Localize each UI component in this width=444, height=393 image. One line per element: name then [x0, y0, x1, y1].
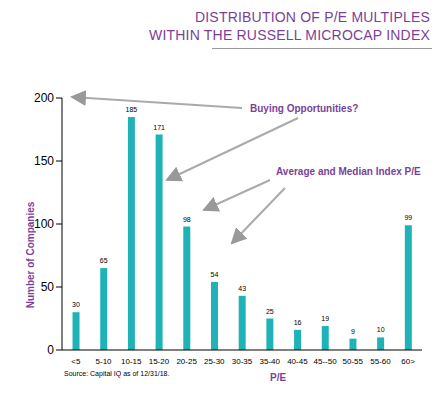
svg-text:19: 19 [321, 315, 329, 322]
svg-text:15-20: 15-20 [149, 357, 170, 366]
html-text:DISTRIBUTION OF P/E MULTIPLES: DISTRIBUTION OF P/E MULTIPLES [195, 9, 430, 25]
html-text:Number of Companies: Number of Companies [24, 201, 36, 309]
svg-text:30: 30 [72, 301, 80, 308]
svg-text:43: 43 [238, 285, 246, 292]
svg-text:99: 99 [404, 214, 412, 221]
html-text:WITHIN THE RUSSELL MICROCAP IN: WITHIN THE RUSSELL MICROCAP INDEX [149, 27, 430, 43]
svg-text:65: 65 [100, 257, 108, 264]
svg-text:35-40: 35-40 [259, 357, 280, 366]
svg-text:20-25: 20-25 [176, 357, 197, 366]
svg-text:60>: 60> [401, 357, 415, 366]
svg-text:171: 171 [153, 124, 165, 131]
svg-text:16: 16 [294, 319, 302, 326]
svg-text:40-45: 40-45 [287, 357, 308, 366]
svg-text:25: 25 [266, 308, 274, 315]
svg-text:200: 200 [34, 91, 54, 105]
html-text:Buying Opportunities?: Buying Opportunities? [250, 103, 359, 114]
svg-text:45--50: 45--50 [314, 357, 338, 366]
svg-text:150: 150 [34, 154, 54, 168]
svg-text:100: 100 [34, 217, 54, 231]
svg-text:0: 0 [47, 343, 54, 357]
svg-text:55-60: 55-60 [370, 357, 391, 366]
html-text:Source: Capital IQ as of 12/31: Source: Capital IQ as of 12/31/18. [64, 370, 170, 377]
svg-text:25-30: 25-30 [204, 357, 225, 366]
svg-text:<5: <5 [71, 357, 81, 366]
svg-text:98: 98 [183, 216, 191, 223]
svg-text:185: 185 [126, 106, 138, 113]
svg-text:50-55: 50-55 [343, 357, 364, 366]
svg-text:9: 9 [351, 328, 355, 335]
svg-text:54: 54 [211, 271, 219, 278]
html-text:P/E: P/E [270, 372, 287, 383]
svg-text:50: 50 [41, 280, 55, 294]
html-text:Average and Median Index P/E: Average and Median Index P/E [276, 166, 421, 177]
svg-text:10: 10 [377, 326, 385, 333]
svg-text:5-10: 5-10 [96, 357, 113, 366]
svg-text:10-15: 10-15 [121, 357, 142, 366]
svg-text:30-35: 30-35 [232, 357, 253, 366]
